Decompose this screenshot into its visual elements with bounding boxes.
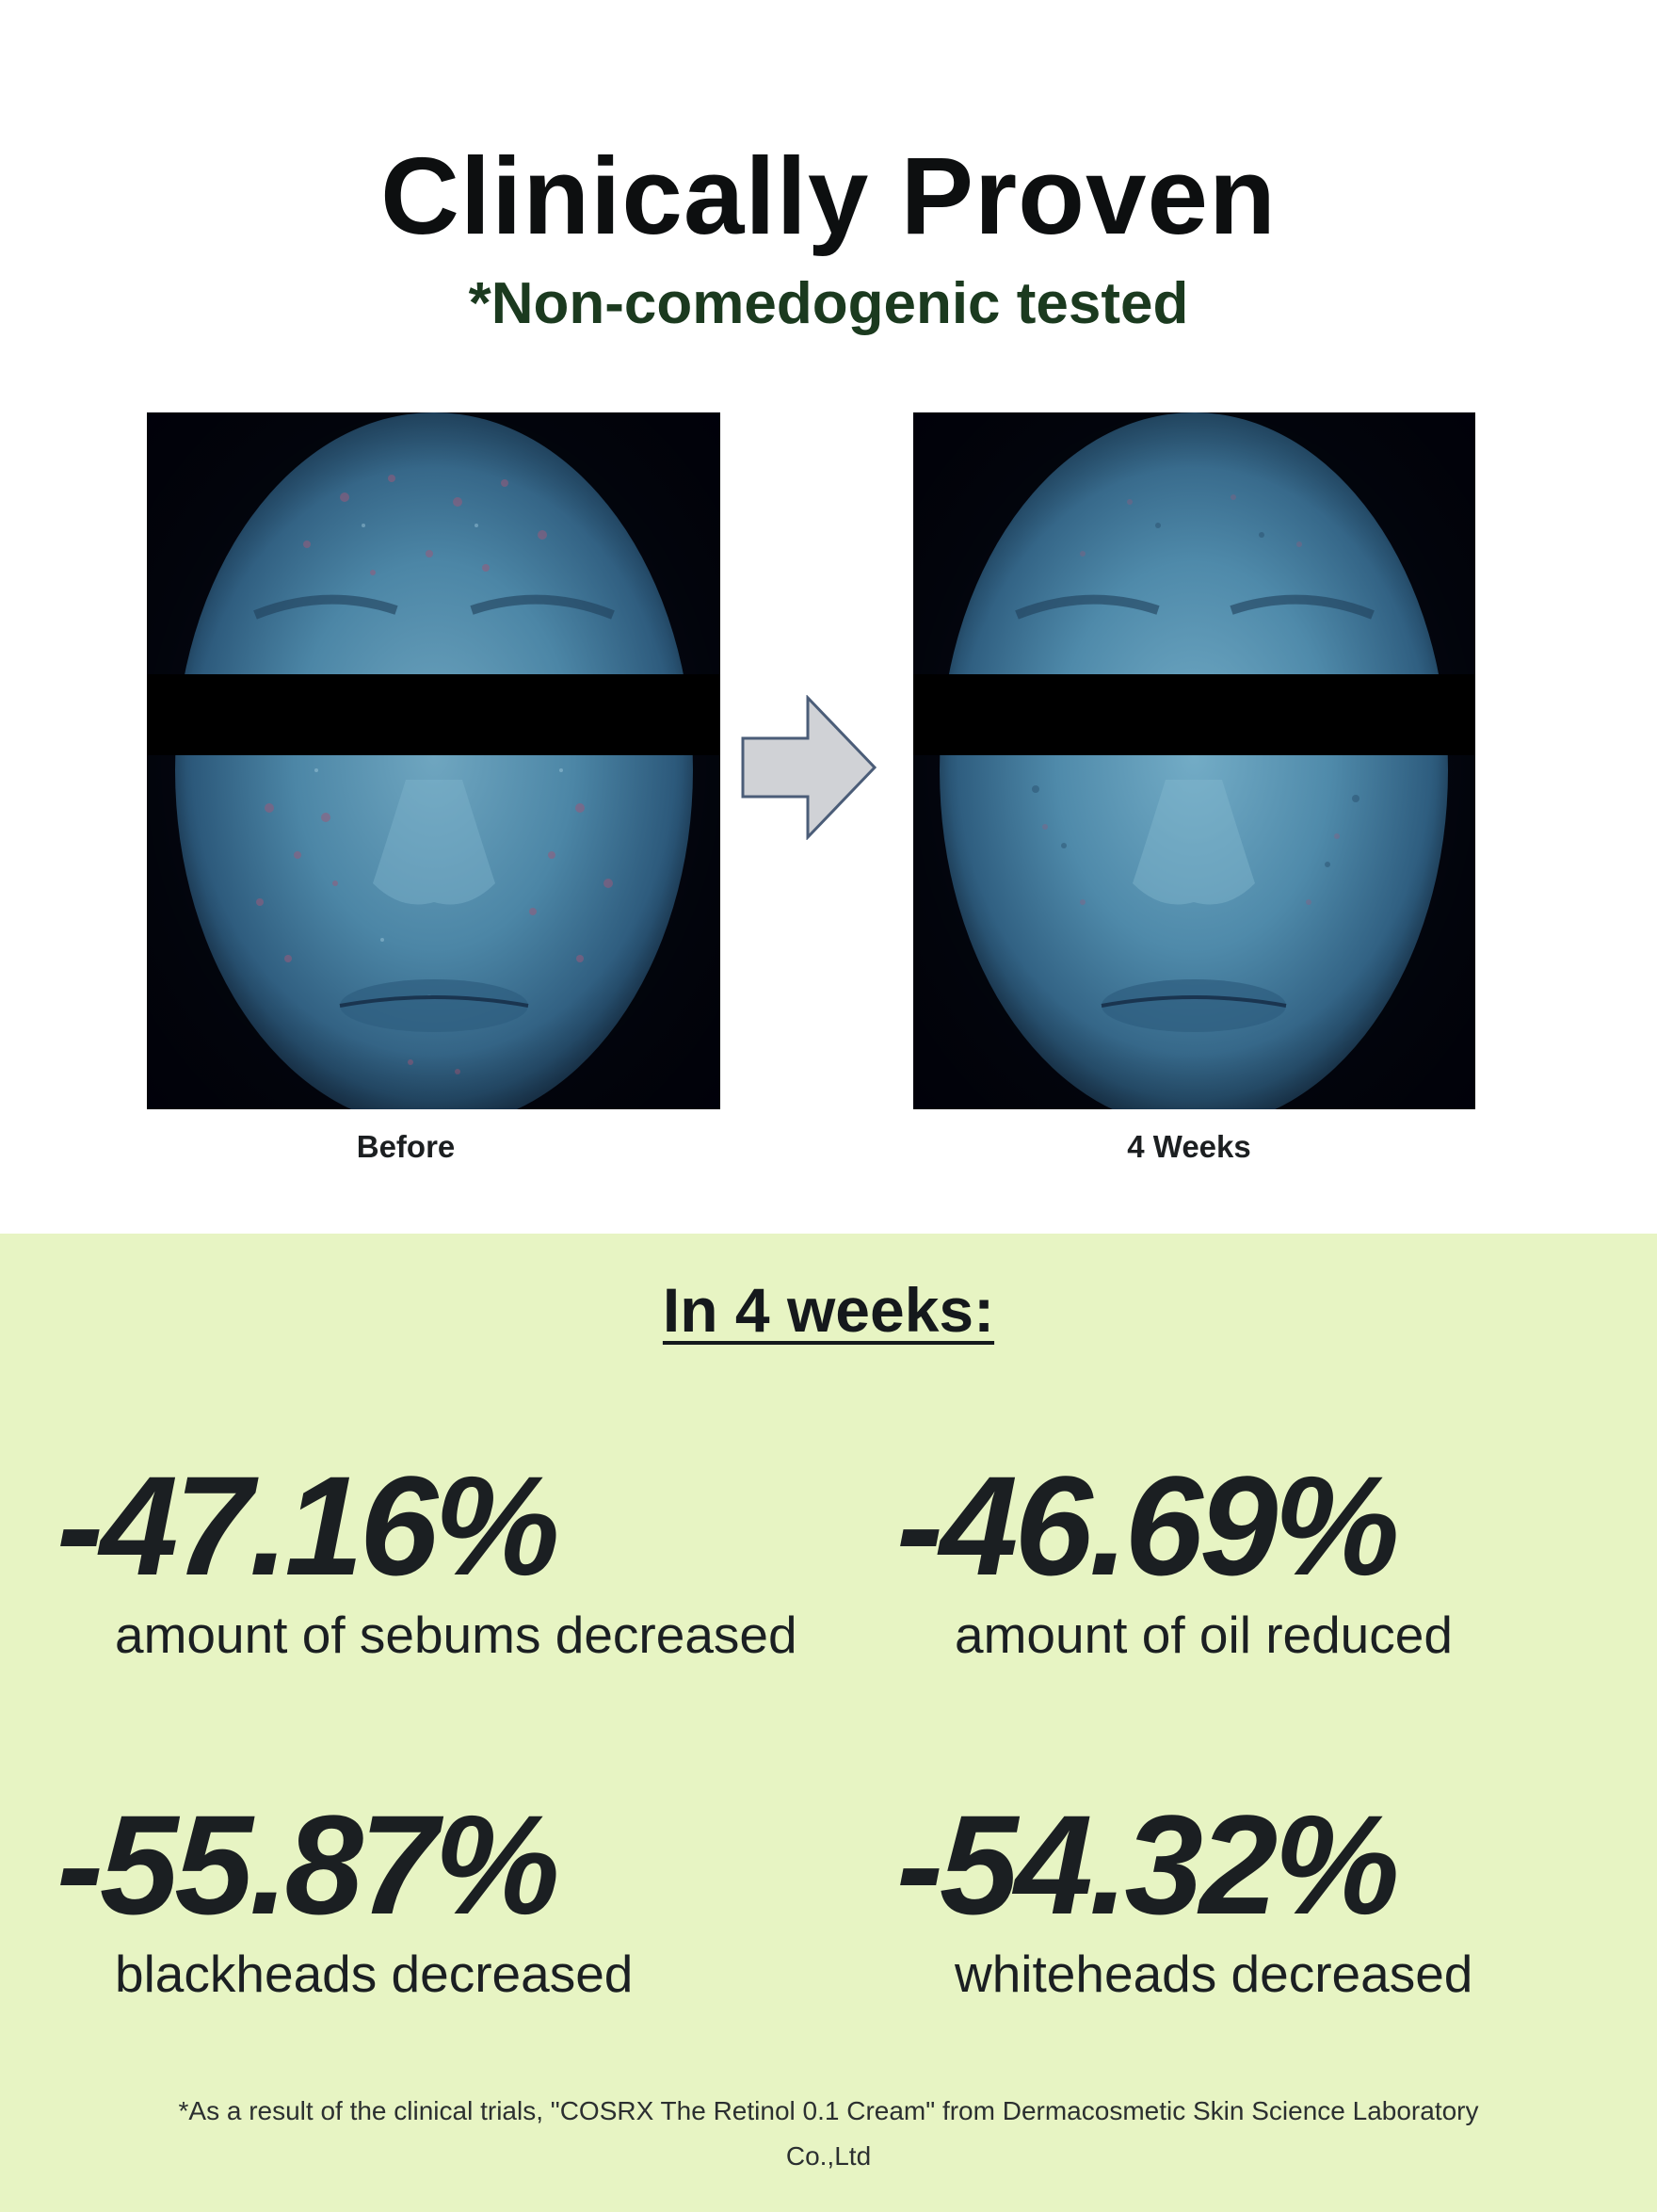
- after-photo: [913, 412, 1475, 1109]
- before-caption: Before: [356, 1129, 456, 1164]
- stat-label: amount of sebums decreased: [115, 1606, 797, 1664]
- stat-value: -54.32%: [896, 1785, 1400, 1944]
- stat-label: whiteheads decreased: [955, 1945, 1473, 2003]
- stat-blackheads: -55.87% blackheads decreased: [56, 1794, 810, 2000]
- stat-value: -55.87%: [56, 1785, 560, 1944]
- stat-value: -47.16%: [56, 1446, 560, 1605]
- clinical-header-section: Clinically Proven *Non-comedogenic teste…: [147, 135, 1475, 1164]
- before-photo: [147, 412, 720, 1109]
- results-section: In 4 weeks: -47.16% amount of sebums dec…: [0, 1234, 1657, 2212]
- results-heading-text: In 4 weeks:: [662, 1275, 995, 1345]
- stat-oil: -46.69% amount of oil reduced: [896, 1455, 1649, 1661]
- stat-sebum: -47.16% amount of sebums decreased: [56, 1455, 810, 1661]
- after-face-image: [913, 412, 1475, 1109]
- stat-whiteheads: -54.32% whiteheads decreased: [896, 1794, 1649, 2000]
- stat-value: -46.69%: [896, 1446, 1400, 1605]
- stat-label: amount of oil reduced: [955, 1606, 1453, 1664]
- after-caption: 4 Weeks: [1127, 1129, 1251, 1164]
- stat-label: blackheads decreased: [115, 1945, 634, 2003]
- page-title: Clinically Proven: [380, 135, 1277, 257]
- page-subtitle: *Non-comedogenic tested: [468, 271, 1189, 336]
- results-heading: In 4 weeks:: [0, 1279, 1657, 1341]
- arrow-right-icon: [740, 695, 877, 840]
- clinical-footnote: *As a result of the clinical trials, "CO…: [178, 2096, 1479, 2171]
- before-face-image: [147, 412, 720, 1109]
